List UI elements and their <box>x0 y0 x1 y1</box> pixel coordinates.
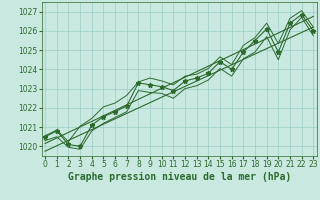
X-axis label: Graphe pression niveau de la mer (hPa): Graphe pression niveau de la mer (hPa) <box>68 172 291 182</box>
